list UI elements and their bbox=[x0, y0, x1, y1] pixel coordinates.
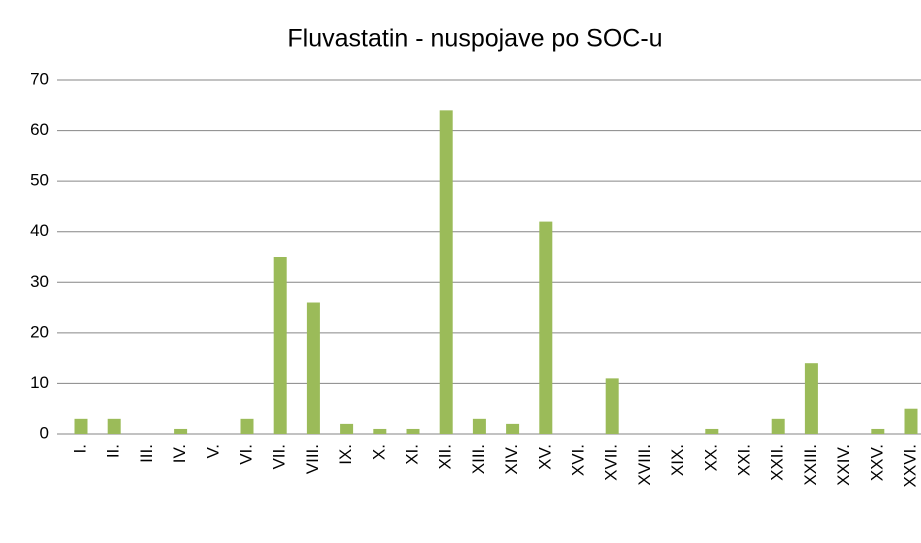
x-tick-label: VIII. bbox=[303, 444, 322, 474]
y-tick-label: 30 bbox=[30, 272, 49, 291]
bar bbox=[306, 302, 320, 434]
y-tick-label: 0 bbox=[40, 423, 49, 442]
bar bbox=[373, 428, 387, 434]
x-tick-label: XII. bbox=[436, 444, 455, 470]
x-tick-label: III. bbox=[137, 444, 156, 463]
bar bbox=[705, 428, 719, 434]
x-tick-label: XI. bbox=[402, 444, 421, 465]
x-tick-label: XIX. bbox=[668, 444, 687, 476]
x-tick-label: XVIII. bbox=[635, 444, 654, 486]
bar bbox=[340, 423, 354, 434]
chart-title: Fluvastatin - nuspojave po SOC-u bbox=[287, 25, 662, 53]
bar bbox=[240, 418, 254, 434]
x-tick-label: XVII. bbox=[602, 444, 621, 481]
x-tick-label: VI. bbox=[236, 444, 255, 465]
bar bbox=[107, 418, 121, 434]
x-tick-label: XXIV. bbox=[834, 444, 853, 486]
bar bbox=[406, 428, 420, 434]
y-tick-label: 60 bbox=[30, 120, 49, 139]
bar bbox=[539, 221, 553, 434]
x-tick-label: I. bbox=[70, 444, 89, 453]
bar bbox=[804, 363, 818, 434]
x-tick-label: XXVI. bbox=[900, 444, 919, 487]
x-tick-label: XX. bbox=[701, 444, 720, 471]
bar bbox=[472, 418, 486, 434]
x-tick-label: XV. bbox=[535, 444, 554, 470]
x-tick-label: V. bbox=[203, 444, 222, 459]
y-tick-label: 40 bbox=[30, 221, 49, 240]
x-tick-label: XXV. bbox=[867, 444, 886, 481]
y-tick-label: 10 bbox=[30, 373, 49, 392]
bar bbox=[74, 418, 88, 434]
x-tick-label: II. bbox=[104, 444, 123, 458]
x-tick-label: IV. bbox=[170, 444, 189, 463]
x-tick-label: XXII. bbox=[768, 444, 787, 481]
x-tick-label: VII. bbox=[270, 444, 289, 470]
bar bbox=[273, 257, 287, 434]
x-tick-label: XIII. bbox=[469, 444, 488, 474]
y-tick-label: 70 bbox=[30, 69, 49, 88]
bar bbox=[904, 408, 918, 434]
x-tick-label: X. bbox=[369, 444, 388, 460]
x-tick-label: IX. bbox=[336, 444, 355, 465]
y-tick-label: 20 bbox=[30, 322, 49, 341]
bar bbox=[871, 428, 885, 434]
y-tick-label: 50 bbox=[30, 171, 49, 190]
x-tick-label: XIV. bbox=[502, 444, 521, 475]
bar bbox=[605, 378, 619, 434]
bar bbox=[174, 428, 188, 434]
x-tick-label: XXIII. bbox=[801, 444, 820, 486]
bar bbox=[771, 418, 785, 434]
bar bbox=[439, 110, 453, 434]
x-tick-label: XVI. bbox=[568, 444, 587, 476]
x-tick-label: XXI. bbox=[734, 444, 753, 476]
bar bbox=[506, 423, 520, 434]
